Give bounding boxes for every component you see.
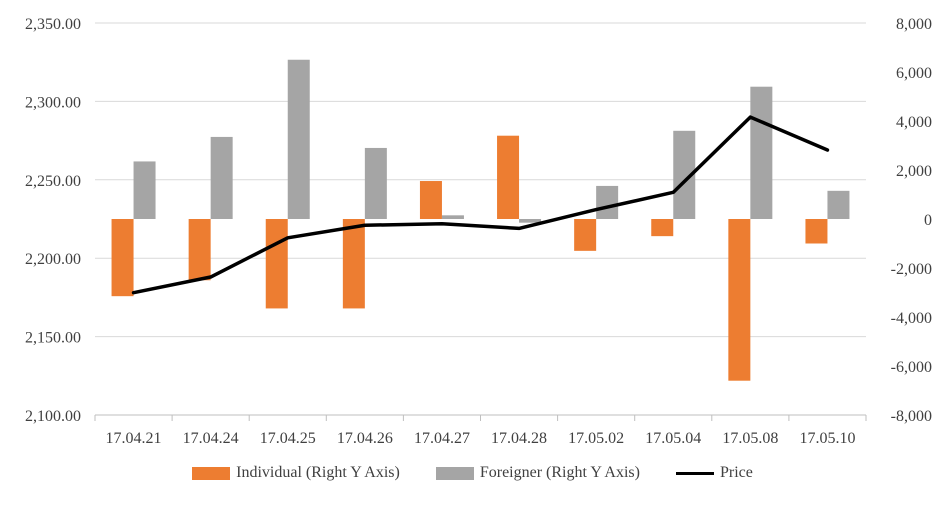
legend: Individual (Right Y Axis) Foreigner (Rig… [0, 464, 945, 482]
legend-swatch-price [675, 471, 714, 475]
right-tick-label: 8,000 [896, 16, 932, 33]
legend-label-individual: Individual (Right Y Axis) [236, 464, 400, 481]
bar-individual [728, 219, 751, 381]
bar-foreigner [287, 59, 310, 219]
bar-individual [805, 219, 828, 244]
bar-individual [265, 219, 288, 309]
bar-individual [419, 181, 442, 219]
left-tick-label: 2,200.00 [25, 251, 81, 268]
chart-svg: 2,100.00 2,150.00 2,200.00 2,250.00 2,300.00… [25, 16, 932, 447]
bar-individual [111, 219, 134, 297]
bar-foreigner [210, 136, 233, 219]
legend-swatch-individual [192, 466, 231, 480]
right-tick-label: 4,000 [896, 114, 932, 131]
right-tick-label: 6,000 [896, 65, 932, 82]
x-tick-label: 17.04.25 [260, 430, 316, 447]
bar-individual [651, 219, 674, 237]
x-tick-label: 17.04.26 [337, 430, 393, 447]
bar-foreigner [133, 161, 156, 219]
bar-foreigner [827, 190, 850, 219]
right-tick-label: -6,000 [891, 359, 932, 376]
left-tick-label: 2,250.00 [25, 173, 81, 190]
right-tick-label: 2,000 [896, 163, 932, 180]
right-tick-label: -8,000 [891, 408, 932, 425]
x-tick-label: 17.05.02 [568, 430, 624, 447]
bar-individual [574, 219, 597, 251]
right-tick-label: 0 [924, 212, 932, 229]
bar-foreigner [364, 147, 387, 219]
right-tick-label: -4,000 [891, 310, 932, 327]
x-tick-label: 17.05.04 [645, 430, 701, 447]
right-tick-label: -2,000 [891, 261, 932, 278]
left-tick-label: 2,300.00 [25, 94, 81, 111]
legend-item-individual: Individual (Right Y Axis) [192, 464, 400, 482]
bar-foreigner [519, 219, 542, 223]
bar-individual [342, 219, 365, 309]
x-tick-label: 17.05.08 [722, 430, 778, 447]
bar-foreigner [673, 130, 696, 219]
x-tick-label: 17.04.28 [491, 430, 547, 447]
legend-item-foreigner: Foreigner (Right Y Axis) [435, 464, 640, 482]
left-tick-label: 2,100.00 [25, 408, 81, 425]
legend-swatch-foreigner [435, 466, 474, 480]
x-tick-label: 17.05.10 [799, 430, 855, 447]
bar-foreigner [441, 215, 464, 219]
legend-label-price: Price [719, 464, 753, 481]
legend-item-price: Price [675, 464, 753, 482]
bar-individual [497, 135, 520, 219]
x-tick-label: 17.04.24 [183, 430, 239, 447]
x-tick-label: 17.04.21 [106, 430, 162, 447]
x-tick-label: 17.04.27 [414, 430, 470, 447]
left-tick-label: 2,150.00 [25, 330, 81, 347]
bar-foreigner [750, 86, 773, 219]
left-tick-label: 2,350.00 [25, 16, 81, 33]
bar-individual [188, 219, 211, 281]
bar-foreigner [596, 185, 619, 219]
price-line [131, 115, 830, 295]
legend-label-foreigner: Foreigner (Right Y Axis) [479, 464, 640, 481]
